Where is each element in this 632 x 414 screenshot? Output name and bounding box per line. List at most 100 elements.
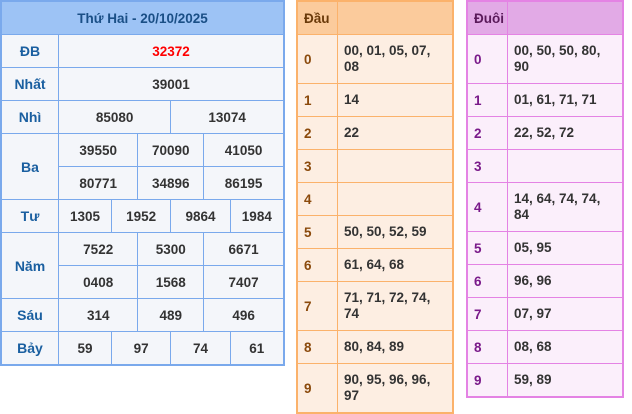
- dau-values: [337, 182, 454, 216]
- duoi-values: 01, 61, 71, 71: [507, 83, 624, 117]
- duoi-header-blank: [507, 0, 624, 35]
- prize-label: Nhất: [0, 67, 59, 101]
- duoi-digit: 8: [466, 330, 508, 364]
- special-prize: 32372: [58, 34, 285, 68]
- duoi-digit: 0: [466, 34, 508, 84]
- dau-digit: 2: [296, 116, 338, 150]
- prize-row-ba: Ba 39550 70090 41050: [0, 133, 285, 200]
- prize-label: Tư: [0, 199, 59, 233]
- duoi-row: 5 05, 95: [466, 231, 624, 265]
- prize-row-tu: Tư 1305 1952 9864 1984: [0, 199, 285, 233]
- prize-number: 80771: [57, 166, 139, 200]
- dau-row: 2 22: [296, 116, 454, 150]
- dau-digit: 4: [296, 182, 338, 216]
- dau-row: 3: [296, 149, 454, 183]
- duoi-digit: 3: [466, 149, 508, 183]
- dau-digit: 5: [296, 215, 338, 249]
- prize-number: 314: [57, 298, 139, 332]
- dau-digit: 6: [296, 248, 338, 282]
- duoi-values: 05, 95: [507, 231, 624, 265]
- dau-row: 7 71, 71, 72, 74, 74: [296, 281, 454, 331]
- dau-values: 50, 50, 52, 59: [337, 215, 454, 249]
- duoi-row: 9 59, 89: [466, 363, 624, 398]
- prize-number: 74: [170, 331, 231, 366]
- prize-number: 39550: [57, 133, 139, 167]
- dau-digit: 1: [296, 83, 338, 117]
- prize-number: 1984: [229, 199, 285, 233]
- prize-number: 489: [137, 298, 205, 332]
- prize-row-sau: Sáu 314 489 496: [0, 298, 285, 332]
- dau-row: 0 00, 01, 05, 07, 08: [296, 34, 454, 84]
- prize-number: 34896: [137, 166, 205, 200]
- prize-label: Nhì: [0, 100, 59, 134]
- prize-number: 13074: [170, 100, 285, 134]
- prize-row-db: ĐB 32372: [0, 34, 285, 68]
- results-title: Thứ Hai - 20/10/2025: [0, 0, 285, 35]
- duoi-digit: 4: [466, 182, 508, 232]
- dau-values: 90, 95, 96, 96, 97: [337, 363, 454, 414]
- dau-digit: 7: [296, 281, 338, 331]
- dau-values: 71, 71, 72, 74, 74: [337, 281, 454, 331]
- duoi-values: 96, 96: [507, 264, 624, 298]
- prize-number: 86195: [203, 166, 285, 200]
- dau-digit: 3: [296, 149, 338, 183]
- duoi-row: 1 01, 61, 71, 71: [466, 83, 624, 117]
- prize-number: 5300: [137, 232, 205, 266]
- duoi-digit: 6: [466, 264, 508, 298]
- prize-number: 1952: [110, 199, 172, 233]
- duoi-header: Đuôi: [466, 0, 508, 35]
- prize-number: 61: [229, 331, 285, 366]
- dau-row: 8 80, 84, 89: [296, 330, 454, 364]
- prize-row-nhi: Nhì 85080 13074: [0, 100, 285, 134]
- dau-values: [337, 149, 454, 183]
- duoi-digit: 2: [466, 116, 508, 150]
- duoi-row: 7 07, 97: [466, 297, 624, 331]
- duoi-digit: 9: [466, 363, 508, 398]
- dau-values: 00, 01, 05, 07, 08: [337, 34, 454, 84]
- dau-digit: 0: [296, 34, 338, 84]
- dau-values: 22: [337, 116, 454, 150]
- prize-number: 7522: [57, 232, 139, 266]
- duoi-values: 22, 52, 72: [507, 116, 624, 150]
- duoi-table: Đuôi 0 00, 50, 50, 80, 90 1 01, 61, 71, 71 2 2…: [466, 0, 624, 398]
- prize-number: 1305: [58, 199, 112, 233]
- prize-number: 39001: [58, 67, 285, 101]
- prize-label: Ba: [0, 133, 59, 200]
- prize-number: 85080: [57, 100, 172, 134]
- duoi-digit: 5: [466, 231, 508, 265]
- dau-row: 5 50, 50, 52, 59: [296, 215, 454, 249]
- duoi-row: 6 96, 96: [466, 264, 624, 298]
- prize-row-nam: Năm 7522 5300 6671: [0, 232, 285, 299]
- duoi-digit: 1: [466, 83, 508, 117]
- prize-number: 0408: [57, 265, 139, 299]
- dau-row: 1 14: [296, 83, 454, 117]
- dau-row: 4: [296, 182, 454, 216]
- duoi-digit: 7: [466, 297, 508, 331]
- duoi-values: 14, 64, 74, 74, 84: [507, 182, 624, 232]
- duoi-values: [507, 149, 624, 183]
- dau-values: 61, 64, 68: [337, 248, 454, 282]
- prize-label: ĐB: [0, 34, 59, 68]
- duoi-row: 8 08, 68: [466, 330, 624, 364]
- duoi-values: 08, 68: [507, 330, 624, 364]
- prize-number: 6671: [203, 232, 285, 266]
- duoi-values: 59, 89: [507, 363, 624, 398]
- prize-row-bay: Bảy 59 97 74 61: [0, 331, 285, 366]
- prize-number: 41050: [203, 133, 285, 167]
- dau-table: Đầu 0 00, 01, 05, 07, 08 1 14 2 22 3 4 5 50, 50, 5…: [296, 0, 454, 414]
- duoi-row: 4 14, 64, 74, 74, 84: [466, 182, 624, 232]
- prize-number: 97: [110, 331, 172, 366]
- prize-number: 70090: [137, 133, 205, 167]
- duoi-row: 2 22, 52, 72: [466, 116, 624, 150]
- duoi-row: 0 00, 50, 50, 80, 90: [466, 34, 624, 84]
- prize-number: 7407: [203, 265, 285, 299]
- prize-number: 1568: [137, 265, 205, 299]
- dau-row: 9 90, 95, 96, 96, 97: [296, 363, 454, 414]
- results-table: Thứ Hai - 20/10/2025 ĐB 32372 Nhất 39001 N…: [0, 0, 285, 366]
- dau-header: Đầu: [296, 0, 338, 35]
- dau-digit: 8: [296, 330, 338, 364]
- prize-number: 9864: [170, 199, 231, 233]
- dau-header-blank: [337, 0, 454, 35]
- prize-label: Bảy: [0, 331, 59, 366]
- prize-number: 59: [58, 331, 112, 366]
